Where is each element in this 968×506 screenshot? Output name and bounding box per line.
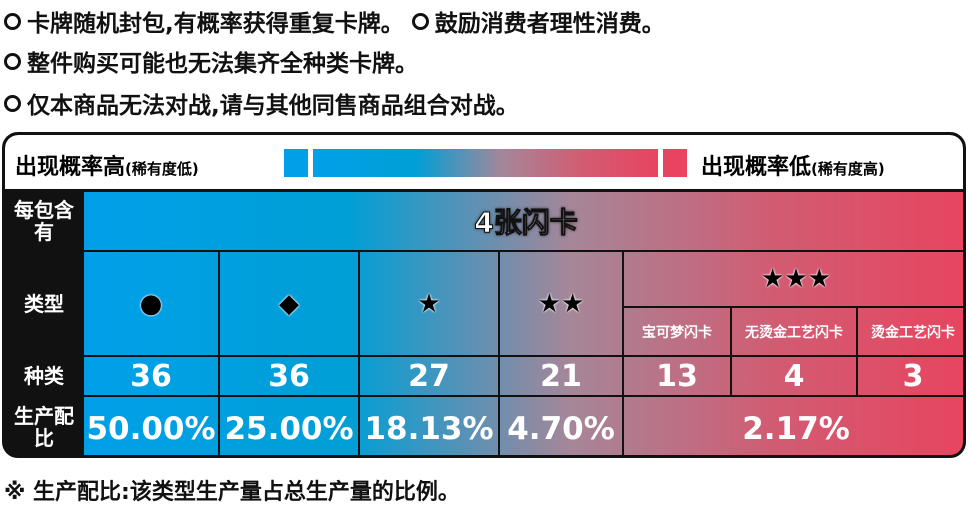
count-circle: 36: [83, 356, 219, 396]
note-2: 整件购买可能也无法集齐全种类卡牌。: [4, 44, 418, 78]
ratio-two-star: 4.70%: [499, 396, 623, 455]
subtype-pokemon-holo: 宝可梦闪卡: [623, 307, 731, 356]
star-symbol-icon: ★: [359, 251, 499, 356]
note-1: 卡牌随机封包,有概率获得重复卡牌。 鼓励消费者理性消费。: [4, 4, 665, 38]
rarity-table: 出现概率高(稀有度低) 出现概率低(稀有度高) 每包含有 类型 种类 生产配比 …: [2, 132, 966, 458]
ratio-three-star: 2.17%: [623, 396, 963, 455]
circle-bullet-icon: [4, 52, 21, 70]
ratio-diamond: 25.00%: [219, 396, 359, 455]
ratio-star: 18.13%: [359, 396, 499, 455]
legend-high: 出现概率高(稀有度低): [15, 155, 199, 180]
row-label-per-pack: 每包含有: [14, 198, 74, 244]
legend-swatch-high: [284, 149, 308, 177]
subtype-foil-holo: 烫金工艺闪卡: [857, 307, 963, 356]
count-foil-holo: 3: [857, 356, 963, 396]
diamond-symbol-icon: ◆: [219, 251, 359, 356]
circle-symbol-icon: ●: [83, 251, 219, 356]
subtype-non-foil-holo: 无烫金工艺闪卡: [731, 307, 857, 356]
count-non-foil-holo: 4: [731, 356, 857, 396]
ratio-circle: 50.00%: [83, 396, 219, 455]
note-3: 仅本商品无法对战,请与其他同售商品组合对战。: [4, 86, 519, 120]
legend-low: 出现概率低(稀有度高): [701, 155, 885, 180]
row-label-kinds: 种类: [24, 364, 64, 388]
three-star-symbol-icon: ★★★: [623, 251, 963, 307]
legend: 出现概率高(稀有度低) 出现概率低(稀有度高): [5, 135, 963, 189]
count-two-star: 21: [499, 356, 623, 396]
row-label-ratio: 生产配比: [14, 404, 74, 450]
legend-gradient-bar: [313, 149, 658, 177]
gradient-background: [83, 191, 963, 455]
circle-bullet-icon: [4, 94, 21, 112]
count-pokemon-holo: 13: [623, 356, 731, 396]
per-pack-value: 4张闪卡: [83, 191, 963, 251]
circle-bullet-icon: [4, 12, 21, 30]
row-label-type: 类型: [24, 291, 64, 316]
two-star-symbol-icon: ★★: [499, 251, 623, 356]
count-diamond: 36: [219, 356, 359, 396]
count-star: 27: [359, 356, 499, 396]
legend-swatch-low: [663, 149, 687, 177]
circle-bullet-icon: [411, 12, 429, 30]
footnote: ※ 生产配比:该类型生产量占总生产量的比例。: [4, 480, 460, 505]
